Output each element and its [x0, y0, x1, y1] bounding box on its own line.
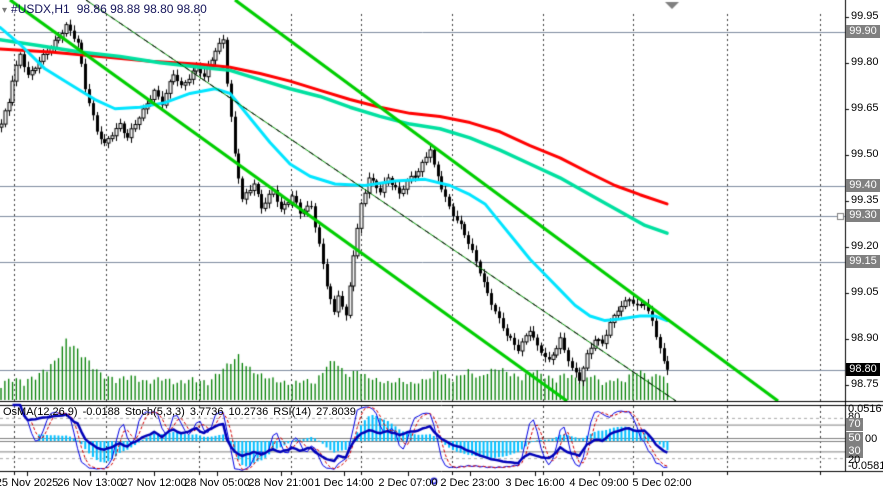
price-tick-label: 99.95 [851, 10, 879, 22]
price-tick-label: 99.20 [851, 240, 879, 252]
indicator-min-label: -0.0581 [848, 460, 883, 472]
price-axis[interactable]: 99.95 99.80 99.65 99.50 99.35 99.20 99.05 98.90… [845, 0, 883, 472]
price-tick-label: 99.05 [851, 286, 879, 298]
osma-value: -0.0188 [82, 406, 120, 418]
indicator-window-label: OsMA(12,26,9) -0.0188 Stoch(5,3,3) 3.7736 10… [3, 406, 361, 418]
price-tick-label: 99.50 [851, 148, 879, 160]
price-tick-label: 99.35 [851, 194, 879, 206]
indicator-zero-label: 00 [865, 432, 878, 445]
indicator-level-badge: 50 [846, 431, 863, 445]
price-level-badge: 99.90 [846, 25, 880, 38]
indicator-max-label: 0.0516 [848, 403, 882, 415]
time-label: 27 Nov 12:00 [121, 477, 187, 489]
time-label: 2 Dec 23:00 [440, 477, 500, 489]
indicator-axis[interactable]: 0.0516807050300020-0.0581 [845, 402, 883, 472]
indicator-level-label: 20 [848, 453, 861, 466]
time-label: 28 Nov 05:00 [184, 477, 250, 489]
price-level-badge: 99.40 [846, 179, 880, 192]
stoch-value-d: 10.2736 [228, 406, 269, 418]
time-axis[interactable]: 25 Nov 2025 26 Nov 13:00 27 Nov 12:00 28 No… [0, 472, 883, 495]
price-level-badge: 99.15 [846, 255, 880, 268]
time-label: 28 Nov 21:00 [248, 477, 314, 489]
current-price-badge: 98.80 [846, 363, 880, 376]
indicator-level-badge: 70 [846, 418, 863, 432]
stoch-value-k: 3.7736 [189, 406, 224, 418]
time-label: 2 Dec 07:00 [378, 477, 438, 489]
price-level-badge: 99.30 [846, 209, 880, 222]
time-label: 26 Nov 13:00 [57, 477, 123, 489]
time-label: 5 Dec 02:00 [632, 477, 692, 489]
time-label: 25 Nov 2025 [0, 477, 59, 489]
price-tick-label: 98.75 [851, 378, 879, 390]
symbol-period-label: #USDX,H1 [11, 2, 70, 16]
price-tick-label: 98.90 [851, 332, 879, 344]
stoch-label: Stoch(5,3,3) [124, 406, 185, 418]
rsi-value: 27.8039 [316, 406, 356, 418]
ohlc-values: 98.86 98.88 98.80 98.80 [76, 2, 207, 16]
time-label: 4 Dec 09:00 [569, 477, 629, 489]
time-label: 3 Dec 16:00 [505, 477, 565, 489]
collapse-arrow-icon[interactable]: ▾ [2, 5, 8, 16]
price-tick-label: 99.80 [851, 56, 879, 68]
osma-label: OsMA(12,26,9) [3, 406, 78, 418]
indicator-level-badge: 30 [846, 444, 863, 458]
rsi-label: RSI(14) [273, 406, 312, 418]
price-tick-label: 99.65 [851, 102, 879, 114]
time-label: 1 Dec 14:00 [314, 477, 374, 489]
chart-title: ▾ #USDX,H1 98.86 98.88 98.80 98.80 [2, 2, 207, 16]
